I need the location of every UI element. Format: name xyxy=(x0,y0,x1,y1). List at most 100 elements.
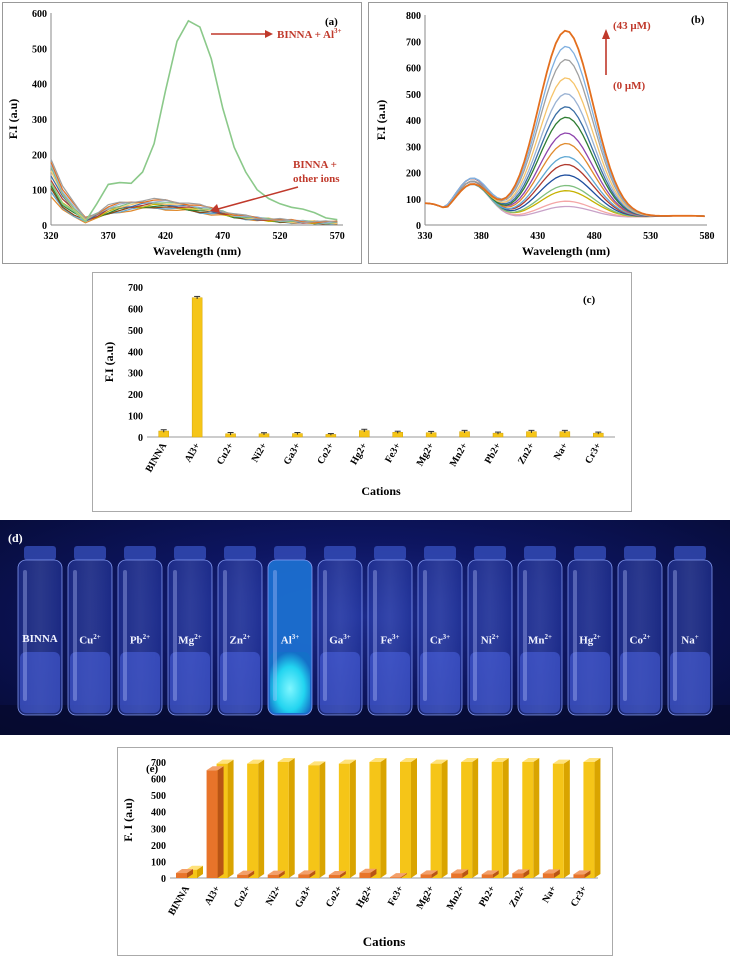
category-label: BINNA xyxy=(166,883,192,917)
y-tick-label: 0 xyxy=(416,221,421,232)
vial-cap xyxy=(324,546,356,560)
x-tick-label: 580 xyxy=(700,231,715,242)
bar-front-top xyxy=(237,870,255,875)
bar-back xyxy=(522,762,534,878)
bar-front xyxy=(206,770,218,878)
vial-highlight xyxy=(323,570,327,701)
vial-label: Cr3+ xyxy=(429,633,451,647)
bar-front xyxy=(390,877,401,878)
category-label: Al3+ xyxy=(183,441,203,465)
bar-back xyxy=(338,763,350,878)
bar-back-side xyxy=(380,758,387,878)
bar-back-side xyxy=(441,759,448,878)
bar-back-top xyxy=(308,761,326,766)
vial-liquid xyxy=(220,652,260,713)
bar-front-top xyxy=(451,869,469,874)
vial-liquid xyxy=(420,652,460,713)
bar-front-top xyxy=(176,869,193,874)
y-tick-label: 400 xyxy=(151,808,166,819)
bar-back-top xyxy=(522,758,540,762)
vial-highlight xyxy=(73,570,77,701)
chart-e: 0 100 200 300 400 500 600 700 F. I (a.u) Cations (… xyxy=(121,758,601,949)
category-label: Mg2+ xyxy=(415,884,437,912)
vial-cap xyxy=(174,546,206,560)
vial-cap xyxy=(424,546,456,560)
y-tick-label: 200 xyxy=(128,390,143,401)
vial-label: Co2+ xyxy=(629,633,651,647)
bar-front-side xyxy=(309,870,316,878)
y-tick-label: 500 xyxy=(32,44,47,55)
chart-c: 0 100 200 300 400 500 600 700 F.I (a.u) Cations (c… xyxy=(102,283,615,498)
bar-front-side xyxy=(248,870,255,878)
bar-back-top xyxy=(400,758,417,762)
bar-back-side xyxy=(288,758,295,878)
x-tick-label: 520 xyxy=(273,231,288,242)
vial-liquid xyxy=(620,652,660,713)
vial-cap xyxy=(374,546,406,560)
x-tick-label: 480 xyxy=(587,231,602,242)
y-tick-label: 300 xyxy=(406,142,421,153)
vial-liquid xyxy=(470,652,510,713)
y-tick-label: 500 xyxy=(128,326,143,337)
category-label: Pb2+ xyxy=(483,441,504,466)
bar-front-top xyxy=(512,869,530,874)
vial-highlight xyxy=(673,570,677,701)
category-label: Ni2+ xyxy=(250,441,270,465)
vial-highlight xyxy=(123,570,127,701)
vial-liquid xyxy=(520,652,560,713)
bar-back xyxy=(369,762,381,878)
bar-front-side xyxy=(370,868,377,878)
bar-front xyxy=(420,874,432,878)
series-line-other-ions xyxy=(50,161,338,224)
series-line-concentration xyxy=(424,93,705,217)
category-label: Pb2+ xyxy=(477,884,498,909)
y-tick-label: 200 xyxy=(151,841,166,852)
y-tick-label: 200 xyxy=(406,169,421,180)
vial-highlight xyxy=(523,570,527,701)
y-axis-label: F. I (a.u) xyxy=(121,798,135,842)
y-tick-label: 0 xyxy=(138,433,143,444)
bar-front-top xyxy=(481,870,499,875)
y-tick-label: 800 xyxy=(406,11,421,22)
annotation-0uM: (0 μM) xyxy=(613,80,646,92)
y-axis-label: F.I (a.u) xyxy=(6,99,20,140)
vial-label: BINNA xyxy=(22,633,58,645)
bar-front-side xyxy=(523,869,530,878)
bar-back-top xyxy=(583,758,601,762)
bar-front-side xyxy=(278,870,285,878)
y-tick-label: 100 xyxy=(151,857,166,868)
bar-back-top xyxy=(247,759,265,764)
bar-back xyxy=(491,762,503,878)
vial-cap xyxy=(524,546,556,560)
panel-label: (a) xyxy=(325,16,338,28)
vial-highlight xyxy=(423,570,427,701)
vial-label: Hg2+ xyxy=(579,633,601,647)
vial-cap xyxy=(124,546,156,560)
category-label: Cu2+ xyxy=(232,884,253,910)
annotation-other-1: BINNA + xyxy=(293,159,337,171)
bar-back-side xyxy=(563,759,570,878)
x-tick-label: 570 xyxy=(330,231,345,242)
x-tick-label: 370 xyxy=(101,231,116,242)
vial-liquid xyxy=(70,652,110,713)
x-tick-label: 430 xyxy=(530,231,545,242)
bar-front xyxy=(481,874,493,878)
bar-front xyxy=(542,873,554,878)
vials-illustration: (d) xyxy=(0,531,730,735)
category-label: Ga3+ xyxy=(293,884,314,910)
bar-back-top xyxy=(552,759,570,764)
vial-highlight xyxy=(373,570,377,701)
chart-a: 0 100 200 300 400 500 600 320 370 420 470 520 570 Wav… xyxy=(6,9,345,258)
bar-back xyxy=(430,763,442,878)
category-label: Ni2+ xyxy=(264,884,284,908)
bar-back xyxy=(308,765,320,878)
panel-d-vials-photo: (d) BINNA Cu2+ Pb2+ Mg2+ Zn2+ Al3+ Ga3+ Fe3+ Cr3… xyxy=(0,520,730,735)
series-line-concentration xyxy=(424,177,705,218)
bar-back xyxy=(583,762,595,878)
panel-label: (d) xyxy=(8,531,23,545)
category-label: Zn2+ xyxy=(516,441,537,467)
vial-label: Ni2+ xyxy=(480,633,500,647)
annotation-43uM: (43 μM) xyxy=(613,20,651,32)
bar-front xyxy=(237,874,249,878)
bar-front-top xyxy=(390,873,407,878)
